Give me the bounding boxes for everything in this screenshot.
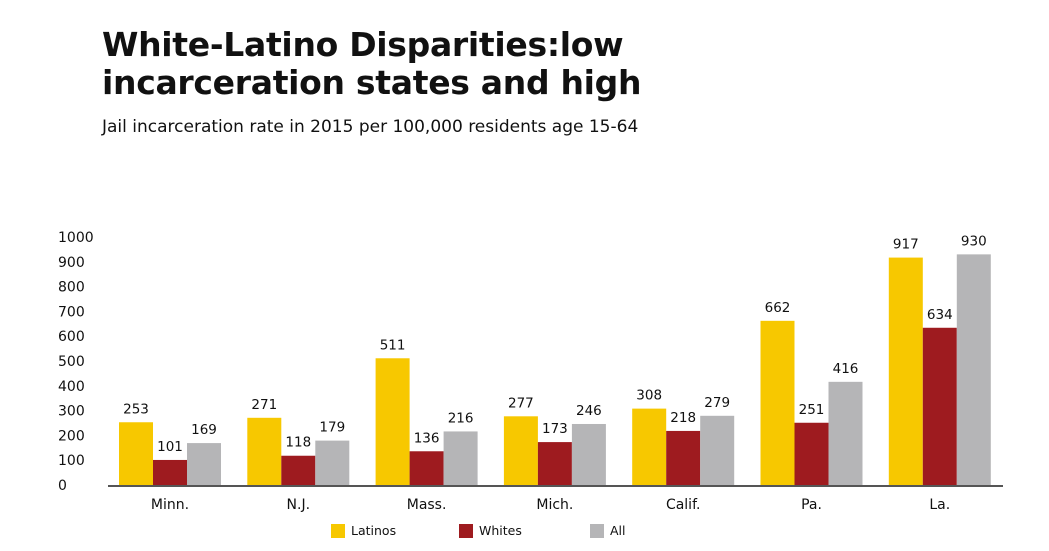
y-tick-label: 0 <box>58 478 67 494</box>
data-label: 279 <box>704 395 730 411</box>
data-label: 173 <box>542 421 568 437</box>
y-tick-label: 500 <box>58 354 85 370</box>
bar-whites-4 <box>666 430 701 485</box>
x-category-label: Calif. <box>666 497 701 513</box>
bar-latinos-5 <box>760 320 795 485</box>
data-label: 246 <box>576 403 602 419</box>
data-label: 253 <box>123 401 149 417</box>
x-category-label: Minn. <box>151 497 189 513</box>
y-tick-label: 1000 <box>58 230 94 246</box>
data-label: 271 <box>251 397 277 413</box>
x-category-label: N.J. <box>287 497 311 513</box>
y-tick-label: 300 <box>58 404 85 420</box>
legend: Latinos Whites All <box>0 523 1049 543</box>
bar-all-3 <box>571 423 606 485</box>
x-category-label: Mich. <box>536 497 573 513</box>
bar-whites-2 <box>409 451 444 485</box>
bar-all-1 <box>315 440 350 485</box>
data-labels: 253 101 169 271 118 179 511 136 216 277 173 246 308 2… <box>123 233 987 455</box>
bar-latinos-1 <box>247 417 282 485</box>
bar-all-0 <box>187 443 221 485</box>
data-label: 169 <box>191 422 217 438</box>
bar-all-5 <box>828 381 863 485</box>
y-axis-ticks: 0 100 200 300 400 500 600 700 800 900 1000 <box>58 230 94 494</box>
chart-subtitle: Jail incarceration rate in 2015 per 100,… <box>102 117 639 137</box>
data-label: 218 <box>670 410 696 426</box>
bar-all-2 <box>443 431 478 485</box>
legend-swatch <box>331 523 345 538</box>
bar-whites-6 <box>922 327 957 485</box>
chart-title: White-Latino Disparities:low incarcerati… <box>102 25 642 102</box>
data-label: 136 <box>414 430 440 446</box>
data-label: 416 <box>833 361 859 377</box>
legend-label: All <box>610 523 626 538</box>
data-label: 930 <box>961 233 987 249</box>
x-axis-categories: Minn. N.J. Mass. Mich. Calif. Pa. La. <box>151 497 950 513</box>
y-tick-label: 700 <box>58 304 85 320</box>
legend-label: Latinos <box>351 523 397 538</box>
y-tick-label: 600 <box>58 329 85 345</box>
bar-whites-5 <box>794 422 829 485</box>
data-label: 251 <box>799 402 825 418</box>
legend-swatch <box>459 523 473 538</box>
bar-whites-3 <box>537 442 572 485</box>
legend-item-whites: Whites <box>459 523 522 538</box>
data-label: 179 <box>319 420 345 436</box>
data-label: 662 <box>765 300 791 316</box>
x-category-label: La. <box>929 497 950 513</box>
y-tick-label: 900 <box>58 255 85 271</box>
data-label: 101 <box>157 439 183 455</box>
legend-swatch <box>590 523 604 538</box>
y-tick-label: 800 <box>58 280 85 296</box>
legend-item-all: All <box>590 523 626 538</box>
bar-all-4 <box>700 415 735 485</box>
bars <box>119 254 991 485</box>
data-label: 511 <box>380 337 406 353</box>
bar-latinos-2 <box>375 358 410 485</box>
legend-item-latinos: Latinos <box>331 523 396 538</box>
bar-all-6 <box>956 254 991 485</box>
data-label: 118 <box>285 435 311 451</box>
bar-latinos-3 <box>503 416 538 485</box>
data-label: 216 <box>448 410 474 426</box>
bar-latinos-0 <box>119 422 153 485</box>
bar-whites-0 <box>153 459 187 485</box>
x-category-label: Mass. <box>407 497 447 513</box>
data-label: 634 <box>927 307 953 323</box>
y-tick-label: 400 <box>58 379 85 395</box>
y-tick-label: 200 <box>58 428 85 444</box>
bar-latinos-4 <box>632 408 667 485</box>
bar-whites-1 <box>281 455 316 485</box>
bar-latinos-6 <box>888 257 923 485</box>
bar-chart: 0 100 200 300 400 500 600 700 800 900 1000 253 101 1… <box>58 230 1003 513</box>
x-category-label: Pa. <box>801 497 822 513</box>
y-tick-label: 100 <box>58 453 85 469</box>
data-label: 917 <box>893 237 919 253</box>
data-label: 277 <box>508 395 534 411</box>
data-label: 308 <box>636 388 662 404</box>
legend-label: Whites <box>479 523 522 538</box>
